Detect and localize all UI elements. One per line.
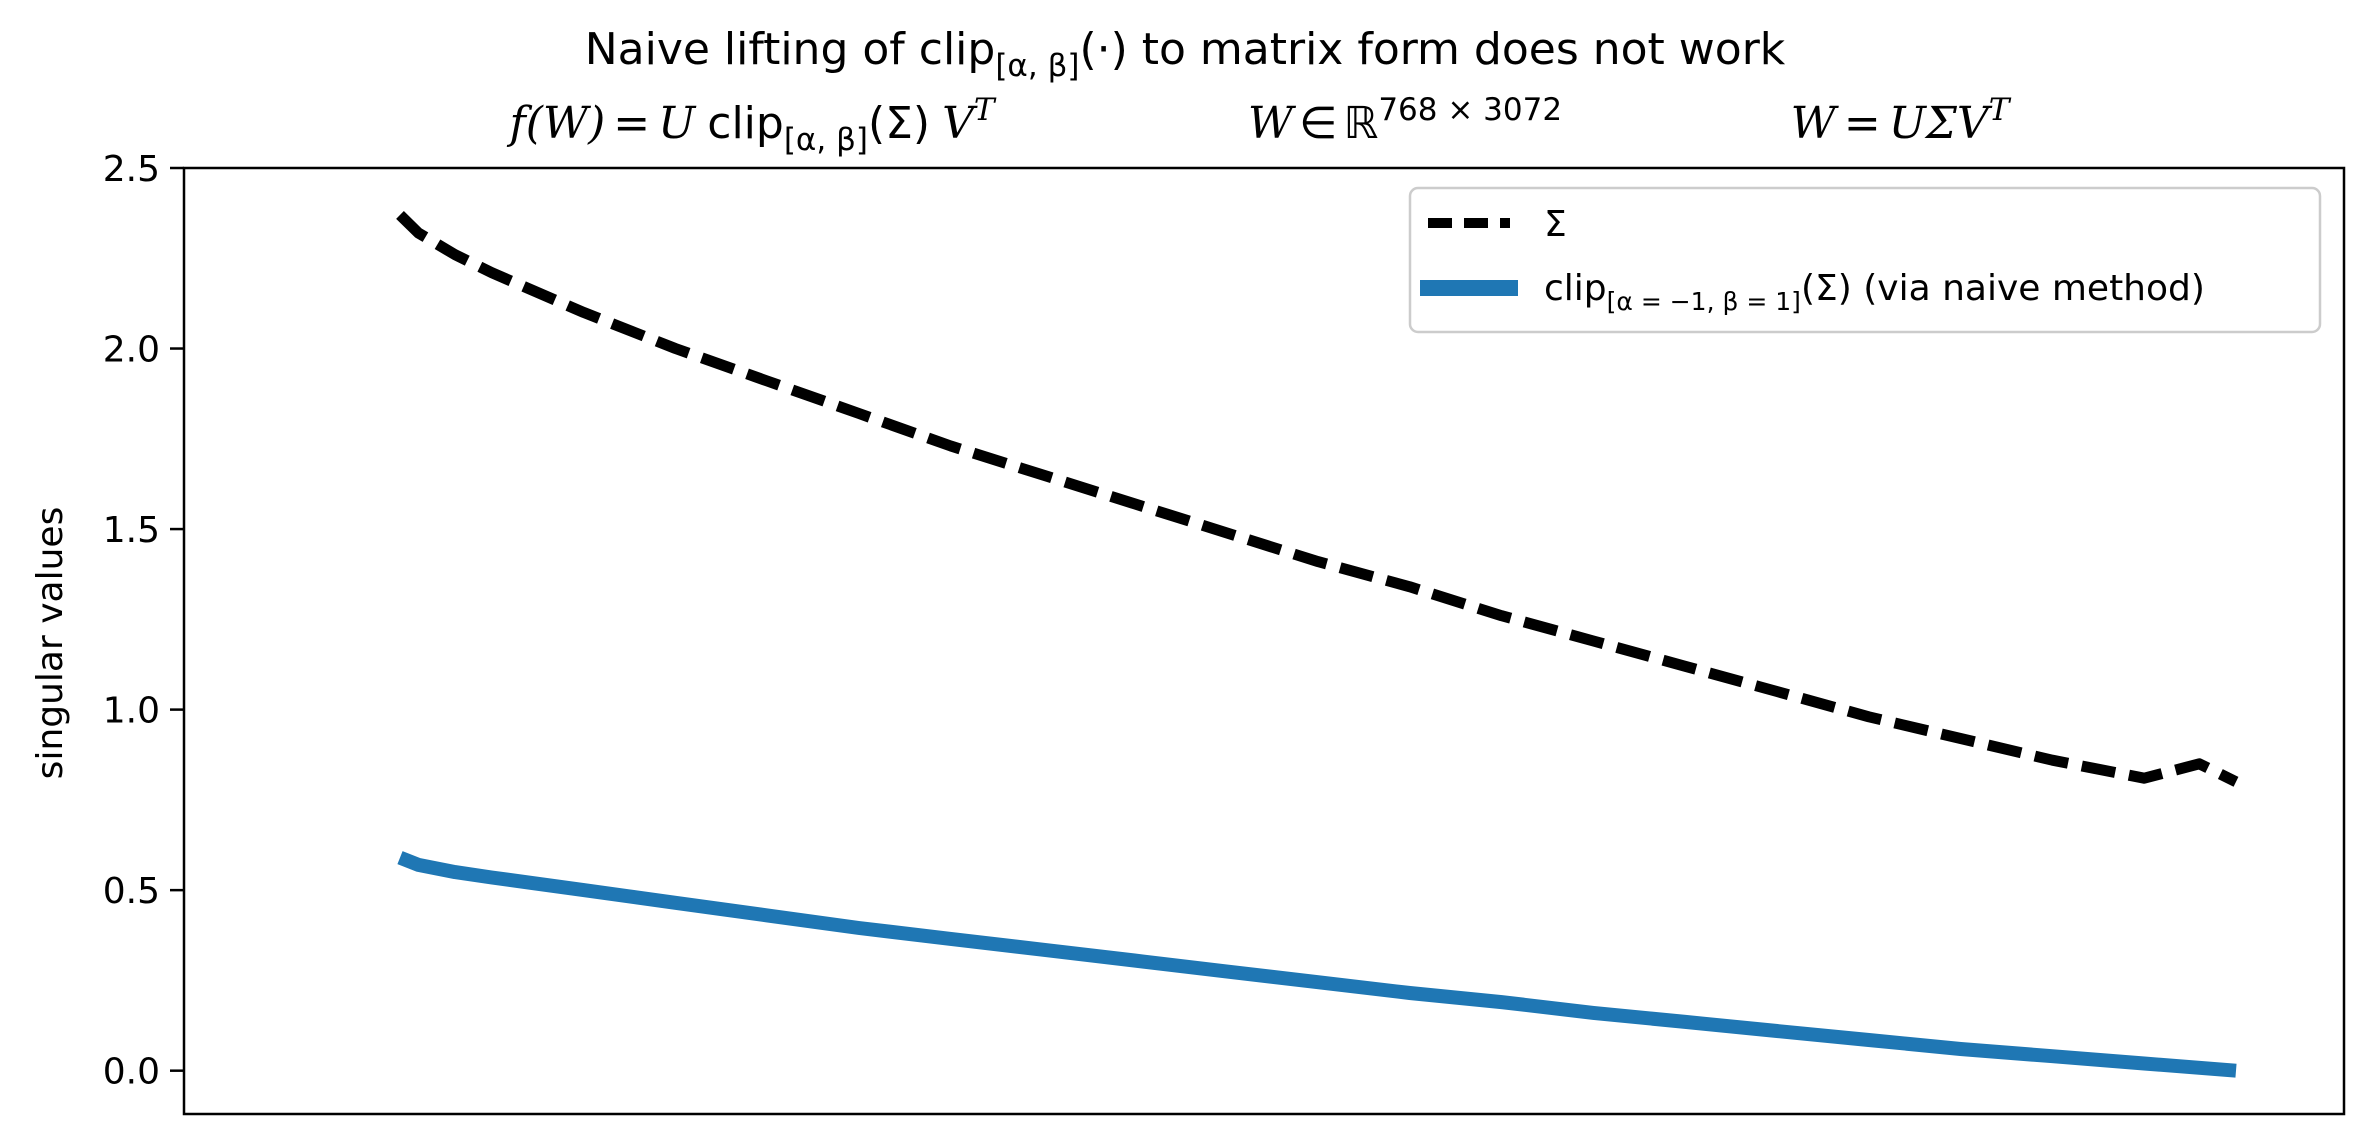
y-tick-label: 0.5	[103, 871, 160, 912]
formula2-w: W	[1248, 98, 1297, 149]
series-line-sigma	[396, 210, 2239, 787]
y-tick-label: 2.0	[103, 330, 160, 371]
formula3-eq: =	[1844, 98, 1881, 149]
formula1-v: V	[942, 98, 978, 149]
subtitle-formula-svd: W = UΣVT	[1791, 92, 2012, 149]
formula2-sup: 768 × 3072	[1378, 92, 1562, 128]
chart-title-sub: [α, β]	[995, 48, 1079, 84]
series-layer	[396, 210, 2239, 1078]
formula1-u: U	[658, 98, 697, 149]
legend-label-sigma: Σ	[1544, 204, 1567, 245]
formula2-r: ℝ	[1343, 98, 1378, 149]
legend-clip-post: (Σ) (via naive method)	[1801, 268, 2205, 309]
y-tick-label: 1.0	[103, 691, 160, 732]
formula3-sup: T	[1989, 92, 2012, 128]
legend-box	[1408, 186, 2322, 334]
formula1-lhs: f(W)	[506, 98, 605, 149]
subtitle-formula-domain: W ∈ ℝ768 × 3072	[1248, 92, 1562, 149]
formula1-eq: =	[613, 98, 650, 149]
y-axis-ticks: 0.0 0.5 1.0 1.5 2.0 2.5	[103, 149, 184, 1093]
chart-title: Naive lifting of clip[α, β](·) to matrix…	[585, 24, 1786, 84]
y-axis-label: singular values	[30, 507, 71, 780]
formula1-clip: clip	[707, 98, 784, 149]
y-tick-label: 0.0	[103, 1052, 160, 1093]
formula1-sub: [α, β]	[784, 122, 868, 158]
legend-clip-sub: [α = −1, β = 1]	[1607, 287, 1801, 316]
plot-frame	[182, 166, 2346, 1116]
formula3-rhs: UΣV	[1889, 98, 1993, 149]
y-tick-label: 1.5	[103, 510, 160, 551]
formula3-lhs: W	[1791, 98, 1840, 149]
y-tick-label: 2.5	[103, 149, 160, 190]
legend: Σ clip[α = −1, β = 1](Σ) (via naive meth…	[1408, 186, 2322, 334]
legend-clip-pre: clip	[1544, 268, 1607, 309]
chart-title-pre: Naive lifting of clip	[585, 24, 996, 75]
formula1-sup: T	[974, 92, 997, 128]
chart-title-post: (·) to matrix form does not work	[1079, 24, 1785, 75]
formula1-arg: (Σ)	[868, 98, 930, 149]
formula2-in: ∈	[1299, 98, 1337, 149]
series-line-clip	[397, 851, 2237, 1078]
legend-label-clip: clip[α = −1, β = 1](Σ) (via naive method…	[1544, 268, 2205, 316]
